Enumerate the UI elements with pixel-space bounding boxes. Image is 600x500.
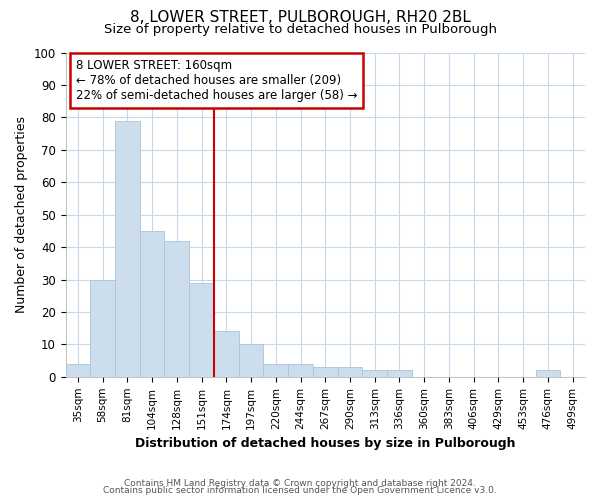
Text: Size of property relative to detached houses in Pulborough: Size of property relative to detached ho… bbox=[104, 22, 497, 36]
Bar bbox=[90, 280, 115, 377]
Bar bbox=[387, 370, 412, 377]
Bar bbox=[338, 367, 362, 377]
Bar bbox=[115, 120, 140, 377]
Text: Contains HM Land Registry data © Crown copyright and database right 2024.: Contains HM Land Registry data © Crown c… bbox=[124, 478, 476, 488]
Text: 8, LOWER STREET, PULBOROUGH, RH20 2BL: 8, LOWER STREET, PULBOROUGH, RH20 2BL bbox=[130, 10, 470, 25]
Bar bbox=[288, 364, 313, 377]
X-axis label: Distribution of detached houses by size in Pulborough: Distribution of detached houses by size … bbox=[135, 437, 515, 450]
Bar bbox=[214, 332, 239, 377]
Bar bbox=[536, 370, 560, 377]
Bar bbox=[65, 364, 90, 377]
Bar bbox=[140, 231, 164, 377]
Text: Contains public sector information licensed under the Open Government Licence v3: Contains public sector information licen… bbox=[103, 486, 497, 495]
Bar bbox=[362, 370, 387, 377]
Bar bbox=[313, 367, 338, 377]
Bar bbox=[263, 364, 288, 377]
Text: 8 LOWER STREET: 160sqm
← 78% of detached houses are smaller (209)
22% of semi-de: 8 LOWER STREET: 160sqm ← 78% of detached… bbox=[76, 59, 358, 102]
Y-axis label: Number of detached properties: Number of detached properties bbox=[15, 116, 28, 313]
Bar bbox=[239, 344, 263, 377]
Bar bbox=[189, 283, 214, 377]
Bar bbox=[164, 240, 189, 377]
